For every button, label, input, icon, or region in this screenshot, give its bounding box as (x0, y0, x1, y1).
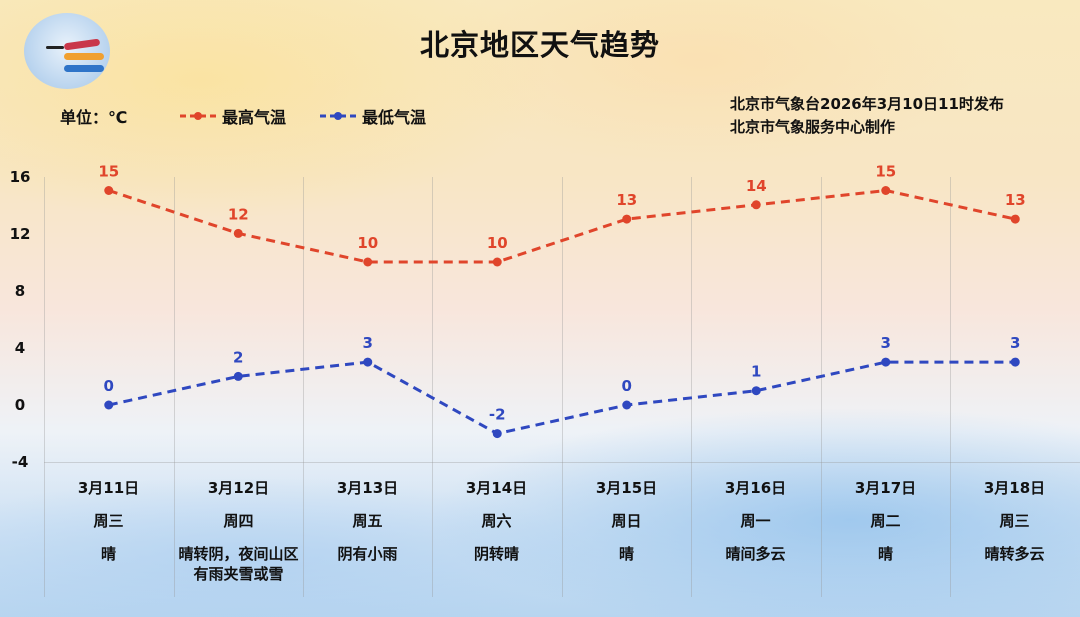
day-weather: 晴间多云 (725, 545, 786, 563)
grid-line (821, 177, 822, 597)
grid-line (562, 177, 563, 597)
data-point (751, 200, 761, 210)
legend-high-marker-icon (180, 112, 216, 120)
day-date: 3月12日 (207, 479, 270, 497)
y-tick: 16 (9, 168, 31, 186)
data-point (1010, 214, 1020, 224)
legend-high: 最高气温 (180, 104, 286, 128)
data-label: -2 (489, 406, 506, 424)
low-temp-points: 0 2 3 -2 0 1 3 3 (104, 334, 1020, 439)
day-weather: 晴转多云 (984, 545, 1045, 563)
issuer-info: 北京市气象台2026年3月10日11时发布 北京市气象服务中心制作 (730, 93, 1004, 139)
grid-line (432, 177, 433, 597)
data-label: 13 (616, 191, 637, 209)
day-weekday: 周二 (870, 512, 901, 530)
data-label: 13 (1005, 191, 1026, 209)
day-date: 3月13日 (336, 479, 399, 497)
high-temp-line (108, 188, 1016, 264)
data-point (363, 357, 373, 367)
data-point (104, 186, 114, 195)
day-column: 3月16日 周一 晴间多云 (691, 478, 820, 564)
y-tick: -4 (11, 453, 29, 471)
data-label: 2 (233, 348, 243, 366)
data-label: 15 (98, 163, 119, 181)
day-column: 3月18日 周三 晴转多云 (950, 478, 1079, 564)
data-point (233, 228, 243, 238)
data-label: 1 (751, 363, 761, 381)
high-temp-points: 15 12 10 10 13 14 15 13 (98, 163, 1026, 267)
day-column: 3月11日 周三 晴 (44, 478, 173, 564)
meteorological-service-logo (24, 13, 110, 89)
data-point (363, 257, 373, 267)
day-column: 3月17日 周二 晴 (821, 478, 950, 564)
y-tick: 12 (9, 225, 31, 243)
data-point (233, 371, 243, 381)
data-label: 3 (363, 334, 373, 352)
grid-line (950, 177, 951, 597)
day-weather: 晴 (618, 545, 634, 563)
day-weather: 晴转阴，夜间山区有雨夹雪或雪 (178, 545, 299, 583)
y-tick: 4 (14, 339, 26, 357)
day-weekday: 周五 (352, 512, 383, 530)
data-label: 12 (228, 205, 249, 223)
data-label: 10 (487, 234, 508, 252)
data-point (492, 429, 502, 439)
legend-low-label: 最低气温 (362, 108, 427, 127)
legend-high-label: 最高气温 (222, 108, 287, 127)
y-tick: 0 (14, 396, 26, 414)
issuer-line-1: 北京市气象台2026年3月10日11时发布 (730, 95, 1004, 113)
day-weather: 晴 (877, 545, 893, 563)
day-weekday: 周三 (999, 512, 1030, 530)
data-label: 3 (881, 334, 891, 352)
day-weather: 晴 (100, 545, 116, 563)
day-date: 3月14日 (465, 479, 528, 497)
day-date: 3月18日 (983, 479, 1046, 497)
low-temp-line (108, 360, 1016, 436)
grid-line (44, 177, 45, 597)
issuer-line-2: 北京市气象服务中心制作 (730, 118, 896, 136)
grid-line (174, 177, 175, 597)
day-column: 3月14日 周六 阴转晴 (432, 478, 561, 564)
data-point (881, 357, 891, 367)
day-weather: 阴有小雨 (337, 545, 398, 563)
data-label: 3 (1010, 334, 1020, 352)
day-date: 3月17日 (854, 479, 917, 497)
data-point (881, 186, 891, 195)
day-column: 3月12日 周四 晴转阴，夜间山区有雨夹雪或雪 (174, 478, 303, 584)
data-point (751, 386, 761, 396)
day-date: 3月16日 (724, 479, 787, 497)
data-point (492, 257, 502, 267)
day-weekday: 周一 (740, 512, 771, 530)
grid-line (303, 177, 304, 597)
day-weather: 阴转晴 (473, 545, 519, 563)
data-point (1010, 357, 1020, 367)
day-column: 3月15日 周日 晴 (562, 478, 691, 564)
page-title: 北京地区天气趋势 (419, 28, 660, 62)
y-tick: 8 (14, 282, 26, 300)
data-label: 0 (104, 377, 114, 395)
data-point (622, 214, 632, 224)
data-label: 0 (622, 377, 632, 395)
day-date: 3月15日 (595, 479, 658, 497)
data-label: 10 (357, 234, 378, 252)
data-label: 15 (875, 163, 896, 181)
x-axis-line (44, 462, 1080, 463)
day-weekday: 周四 (223, 512, 254, 530)
day-weekday: 周日 (611, 512, 642, 530)
data-point (104, 400, 114, 410)
day-weekday: 周六 (481, 512, 512, 530)
unit-label: 单位：℃ (60, 108, 128, 127)
grid-line (691, 177, 692, 597)
day-date: 3月11日 (77, 479, 140, 497)
day-weekday: 周三 (93, 512, 124, 530)
day-column: 3月13日 周五 阴有小雨 (303, 478, 432, 564)
data-point (622, 400, 632, 410)
legend-low: 最低气温 (320, 104, 426, 128)
data-label: 14 (746, 177, 767, 195)
legend-low-marker-icon (320, 112, 356, 120)
